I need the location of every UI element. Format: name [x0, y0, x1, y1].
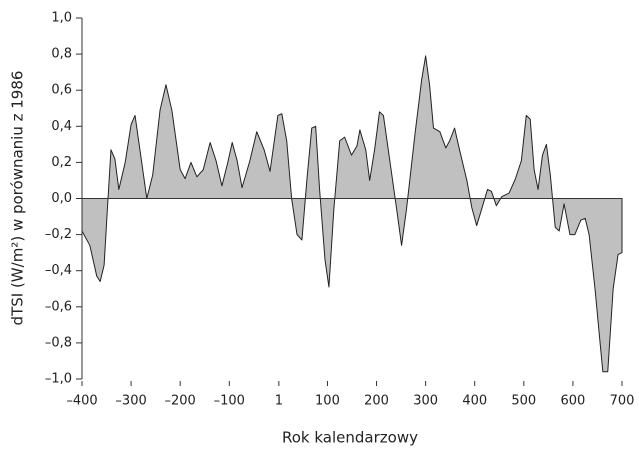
y-tick-label: –0,2: [45, 227, 72, 242]
x-tick-label: –300: [115, 394, 146, 409]
y-tick-label: –0,4: [45, 263, 72, 278]
x-tick-label: –100: [214, 394, 245, 409]
y-tick-label: 0,8: [51, 47, 72, 62]
x-tick-label: 600: [560, 394, 585, 409]
area: [81, 55, 623, 373]
y-tick-label: –1,0: [45, 372, 72, 387]
y-tick-label: –0,6: [45, 299, 72, 314]
x-tick-label: 200: [364, 394, 389, 409]
y-axis-label: dTSI (W/m²) w porównaniu z 1986: [9, 71, 27, 326]
x-axis-label: Rok kalendarzowy: [282, 429, 418, 447]
y-tick-label: –0,8: [45, 335, 72, 350]
x-tick-label: 700: [610, 394, 635, 409]
x-tick-label: 300: [413, 394, 438, 409]
y-tick-label: 1,0: [51, 11, 72, 26]
x-tick-label: –200: [165, 394, 196, 409]
x-tick-label: –400: [66, 394, 97, 409]
y-tick-label: 0,2: [51, 155, 72, 170]
y-tick-label: 0,4: [51, 119, 72, 134]
x-tick-label: 1: [275, 394, 283, 409]
y-tick-label: 0,0: [51, 191, 72, 206]
x-tick-label: 500: [511, 394, 536, 409]
x-tick-label: 100: [315, 394, 340, 409]
x-tick-label: 400: [462, 394, 487, 409]
y-tick-label: 0,6: [51, 83, 72, 98]
